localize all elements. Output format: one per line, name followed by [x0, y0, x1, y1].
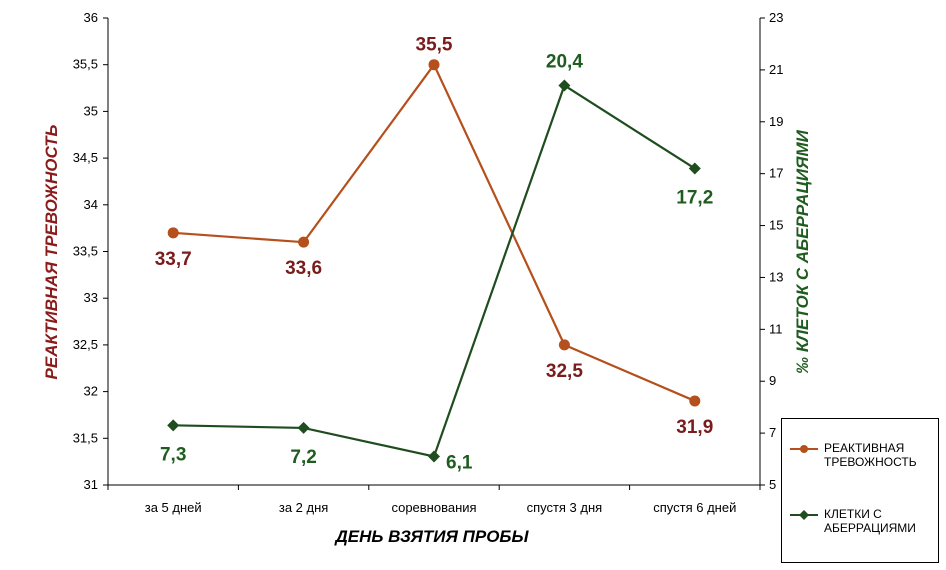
y-axis-title-left: РЕАКТИВНАЯ ТРЕВОЖНОСТЬ — [42, 125, 61, 380]
data-label-aberrations: 7,2 — [290, 447, 316, 468]
data-point-anxiety — [167, 227, 179, 239]
data-label-anxiety: 32,5 — [546, 361, 583, 382]
left-tick-label: 32,5 — [73, 337, 98, 352]
data-point-anxiety — [298, 236, 310, 248]
data-point-anxiety — [428, 59, 440, 71]
chart-axes — [107, 18, 761, 486]
y-axis-title-right: ‰ КЛЕТОК С АБЕРРАЦИЯМИ — [793, 129, 812, 373]
data-label-aberrations: 7,3 — [160, 444, 186, 465]
x-tick-label: спустя 3 дня — [527, 500, 603, 515]
legend-item-anxiety: РЕАКТИВНАЯ ТРЕВОЖНОСТЬ — [790, 441, 919, 469]
data-label-aberrations: 17,2 — [676, 187, 713, 208]
left-tick-label: 32 — [84, 384, 98, 399]
series-layer — [167, 59, 701, 463]
left-tick-label: 34,5 — [73, 150, 98, 165]
right-tick-label: 23 — [769, 10, 783, 25]
left-axis-ticks: 31 31,5 32 32,5 33 33,5 34 34,5 35 35,5 36 — [73, 10, 108, 492]
data-point-anxiety — [689, 395, 701, 407]
series-line-anxiety — [173, 62, 696, 402]
legend-label-anxiety: РЕАКТИВНАЯ ТРЕВОЖНОСТЬ — [824, 441, 917, 469]
x-tick-label: соревнования — [391, 500, 476, 515]
legend-marker-diamond-icon — [790, 510, 818, 520]
left-tick-label: 33,5 — [73, 244, 98, 259]
legend-label-aberrations: КЛЕТКИ С АБЕРРАЦИЯМИ — [824, 507, 916, 535]
left-tick-label: 33 — [84, 290, 98, 305]
chart-legend: РЕАКТИВНАЯ ТРЕВОЖНОСТЬ КЛЕТКИ С АБЕРРАЦИ… — [781, 418, 939, 563]
x-axis-title: ДЕНЬ ВЗЯТИЯ ПРОБЫ — [334, 527, 530, 546]
right-tick-label: 21 — [769, 62, 783, 77]
right-tick-label: 11 — [769, 321, 783, 336]
right-tick-label: 17 — [769, 166, 783, 181]
data-label-anxiety: 33,6 — [285, 258, 322, 279]
data-point-aberrations — [688, 162, 701, 175]
data-label-anxiety: 33,7 — [155, 249, 192, 270]
left-tick-label: 31 — [84, 477, 98, 492]
left-tick-label: 35,5 — [73, 57, 98, 72]
left-tick-label: 34 — [84, 197, 98, 212]
left-tick-label: 31,5 — [73, 430, 98, 445]
data-point-aberrations — [297, 421, 310, 434]
right-tick-label: 5 — [769, 477, 776, 492]
data-point-anxiety — [558, 339, 570, 351]
data-labels-layer: 33,7 33,6 35,5 32,5 31,9 7,3 7,2 6,1 20,4 17,2 — [155, 35, 714, 474]
legend-item-aberrations: КЛЕТКИ С АБЕРРАЦИЯМИ — [790, 507, 919, 535]
data-label-anxiety: 31,9 — [676, 417, 713, 438]
right-tick-label: 19 — [769, 114, 783, 129]
right-tick-label: 13 — [769, 269, 783, 284]
data-point-aberrations — [428, 450, 440, 463]
right-tick-label: 15 — [769, 218, 783, 233]
series-line-aberrations — [173, 83, 696, 458]
right-tick-label: 9 — [769, 373, 776, 388]
x-axis-ticks: за 5 дней за 2 дня соревнования спустя 3 дн… — [107, 485, 761, 515]
data-label-aberrations: 20,4 — [546, 51, 583, 72]
data-point-aberrations — [167, 419, 180, 432]
x-tick-label: за 2 дня — [279, 500, 328, 515]
left-tick-label: 35 — [84, 103, 98, 118]
x-tick-label: за 5 дней — [145, 500, 202, 515]
right-tick-label: 7 — [769, 425, 776, 440]
left-tick-label: 36 — [84, 10, 98, 25]
legend-marker-circle-icon — [790, 445, 818, 453]
right-axis-ticks: 5 7 9 11 13 15 17 19 21 23 — [760, 10, 783, 492]
data-label-aberrations: 6,1 — [446, 452, 473, 473]
data-point-aberrations — [558, 79, 571, 92]
x-tick-label: спустя 6 дней — [653, 500, 736, 515]
data-label-anxiety: 35,5 — [416, 35, 453, 56]
